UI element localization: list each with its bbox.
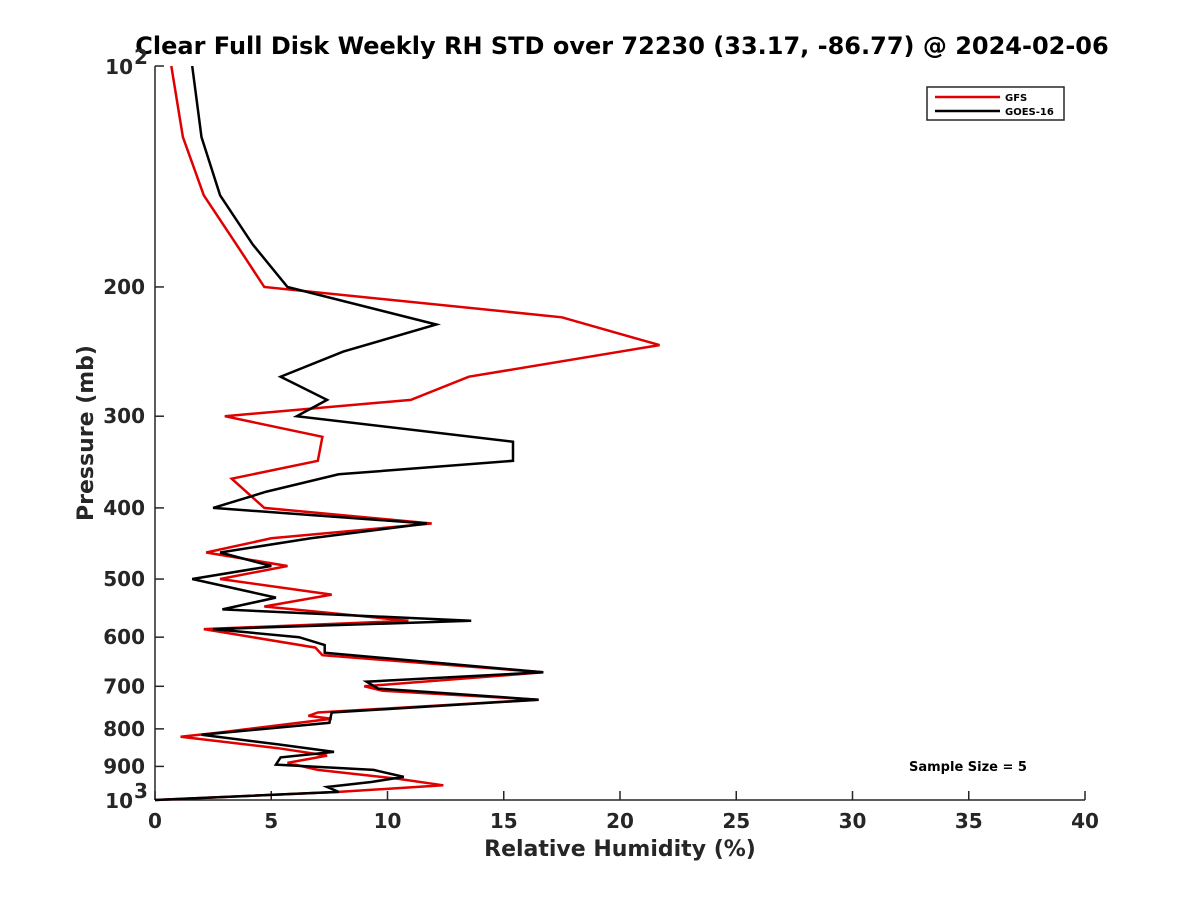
y-tick-label: 400 — [103, 496, 145, 520]
y-tick-exponent: 3 — [134, 779, 148, 803]
y-tick-exponent: 2 — [134, 45, 148, 69]
x-tick-label: 15 — [490, 809, 518, 833]
y-tick-label: 500 — [103, 567, 145, 591]
y-tick-label: 10 — [105, 55, 133, 79]
x-tick-label: 35 — [955, 809, 983, 833]
y-tick-label: 200 — [103, 275, 145, 299]
x-tick-label: 0 — [148, 809, 162, 833]
series-line-goes-16 — [154, 65, 544, 802]
series-lines — [154, 65, 660, 802]
legend-box — [926, 86, 1065, 121]
axes — [154, 66, 1085, 801]
legend-label-gfs: GFS — [1005, 93, 1027, 104]
y-tick-label: 600 — [103, 625, 145, 649]
y-tick-label: 300 — [103, 404, 145, 428]
x-tick-label: 20 — [606, 809, 634, 833]
y-tick-label: 10 — [105, 789, 133, 813]
legend: GFS GOES-16 — [926, 86, 1065, 121]
x-tick-label: 25 — [722, 809, 750, 833]
x-ticks: 0 5 10 15 20 25 30 35 40 — [148, 791, 1099, 833]
y-tick-label: 700 — [103, 674, 145, 698]
x-tick-label: 30 — [839, 809, 867, 833]
y-tick-label: 800 — [103, 717, 145, 741]
legend-label-goes-16: GOES-16 — [1005, 107, 1054, 118]
sample-size-annotation: Sample Size = 5 — [909, 760, 1027, 775]
chart-title: Clear Full Disk Weekly RH STD over 72230… — [135, 32, 1108, 60]
x-axis-label: Relative Humidity (%) — [484, 837, 756, 862]
x-tick-label: 5 — [264, 809, 278, 833]
x-tick-label: 40 — [1071, 809, 1099, 833]
x-tick-label: 10 — [374, 809, 402, 833]
y-axis-label: Pressure (mb) — [74, 345, 99, 521]
y-tick-label: 900 — [103, 754, 145, 778]
